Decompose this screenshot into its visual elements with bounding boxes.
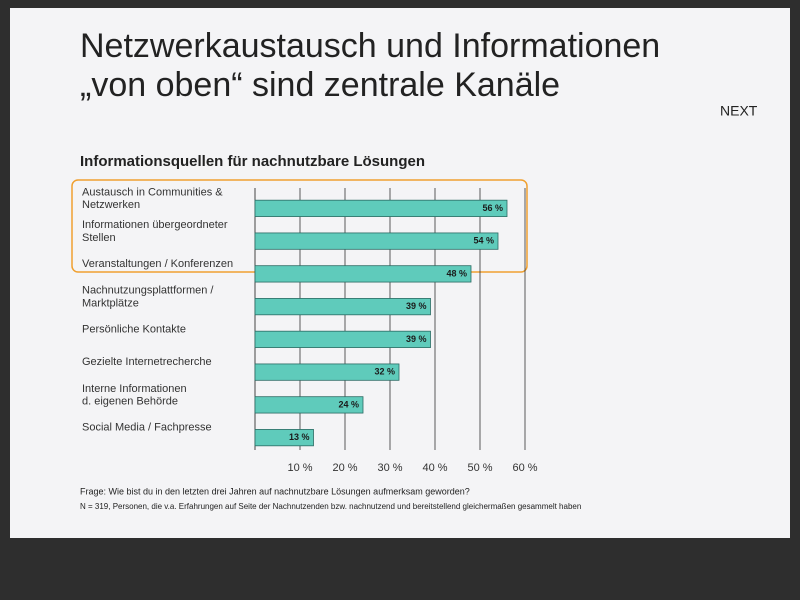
footnote: Frage: Wie bist du in den letzten drei J… <box>80 486 470 496</box>
x-tick-label: 60 % <box>512 462 537 474</box>
value-label: 13 % <box>289 432 310 442</box>
footnote: N = 319, Personen, die v.a. Erfahrungen … <box>80 502 581 511</box>
bar <box>254 363 400 381</box>
bar <box>254 298 431 316</box>
chart-title: Netzwerkaustausch und Informationen „von … <box>80 27 660 104</box>
category-label: Informationen übergeordneter Stellen <box>82 219 228 244</box>
category-label: Interne Informationen d. eigenen Behörde <box>82 383 187 408</box>
x-tick-label: 50 % <box>467 462 492 474</box>
bar <box>254 330 431 348</box>
category-label: Gezielte Internetrecherche <box>82 356 212 368</box>
category-label: Persönliche Kontakte <box>82 323 186 335</box>
value-label: 24 % <box>338 399 359 409</box>
chart-subtitle: Informationsquellen für nachnutzbare Lös… <box>80 153 425 170</box>
bar <box>254 429 314 447</box>
value-label: 48 % <box>446 268 467 278</box>
value-label: 39 % <box>406 334 427 344</box>
value-label: 39 % <box>406 301 427 311</box>
category-label: Social Media / Fachpresse <box>82 422 212 434</box>
bar <box>254 232 499 250</box>
logo: NEXT <box>720 103 758 119</box>
x-tick-label: 30 % <box>377 462 402 474</box>
category-label: Austausch in Communities & Netzwerken <box>82 186 223 211</box>
bar <box>254 396 364 414</box>
x-tick-label: 40 % <box>422 462 447 474</box>
bar <box>254 265 472 283</box>
category-label: Nachnutzungsplattformen / Marktplätze <box>82 285 214 310</box>
value-label: 56 % <box>482 203 503 213</box>
bar <box>254 199 508 217</box>
x-tick-label: 10 % <box>287 462 312 474</box>
value-label: 54 % <box>473 236 494 246</box>
x-tick-label: 20 % <box>332 462 357 474</box>
category-label: Veranstaltungen / Konferenzen <box>82 258 233 270</box>
value-label: 32 % <box>374 367 395 377</box>
